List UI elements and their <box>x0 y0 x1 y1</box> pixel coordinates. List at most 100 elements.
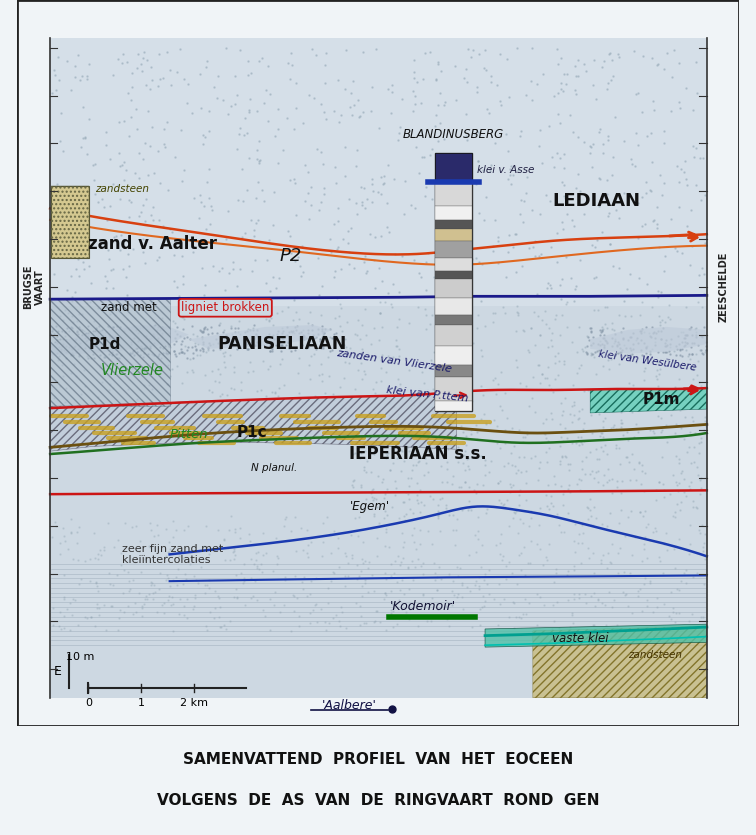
Point <box>564 108 576 121</box>
Point <box>463 459 475 473</box>
Point <box>92 584 104 598</box>
Point <box>397 540 409 554</box>
Point <box>205 199 217 212</box>
Point <box>138 46 150 59</box>
Point <box>556 408 569 422</box>
Point <box>556 77 568 90</box>
Point <box>114 604 126 617</box>
Point <box>373 469 385 483</box>
Point <box>594 323 606 337</box>
Point <box>678 567 690 580</box>
Point <box>251 104 263 117</box>
Point <box>55 622 67 635</box>
Point <box>414 505 426 519</box>
Point <box>506 458 518 472</box>
Point <box>181 572 193 585</box>
Point <box>393 354 405 367</box>
Point <box>429 573 441 586</box>
Point <box>339 355 351 368</box>
Point <box>482 502 494 515</box>
Point <box>215 387 228 401</box>
Point <box>159 340 171 353</box>
Point <box>420 256 432 269</box>
Point <box>579 341 591 354</box>
Point <box>201 394 213 407</box>
Point <box>511 299 523 312</box>
Point <box>96 192 108 205</box>
Point <box>132 61 144 74</box>
Point <box>632 86 644 99</box>
Point <box>543 434 555 448</box>
Point <box>165 599 177 612</box>
Point <box>609 442 621 455</box>
Point <box>679 328 691 342</box>
Point <box>641 339 653 352</box>
Point <box>652 240 665 253</box>
Point <box>601 300 613 313</box>
Point <box>620 342 632 355</box>
Point <box>458 284 470 297</box>
Point <box>675 162 687 175</box>
Point <box>246 590 259 603</box>
Point <box>662 310 674 323</box>
Point <box>403 316 415 330</box>
Point <box>519 592 531 605</box>
Point <box>65 348 77 362</box>
Point <box>575 358 587 372</box>
Point <box>233 314 245 327</box>
Point <box>699 321 711 334</box>
Point <box>310 48 322 62</box>
Point <box>132 586 144 600</box>
Point <box>424 429 436 443</box>
Point <box>531 538 544 551</box>
Point <box>57 144 69 158</box>
Point <box>576 463 588 476</box>
Point <box>349 196 361 210</box>
Point <box>561 68 573 81</box>
Point <box>561 321 573 334</box>
Point <box>107 540 119 554</box>
Point <box>583 333 595 347</box>
Point <box>585 325 597 338</box>
Point <box>636 348 648 362</box>
Point <box>310 597 322 610</box>
Point <box>431 431 443 444</box>
Point <box>249 216 262 230</box>
Point <box>147 593 160 606</box>
Point <box>407 458 419 472</box>
Point <box>130 519 142 533</box>
Point <box>496 403 508 417</box>
Point <box>635 343 647 357</box>
Point <box>268 332 280 346</box>
Point <box>646 215 658 228</box>
Point <box>211 295 223 308</box>
Point <box>127 242 139 256</box>
Point <box>133 544 145 558</box>
Point <box>492 235 504 248</box>
Point <box>696 330 708 343</box>
Point <box>655 450 668 463</box>
Point <box>652 409 664 423</box>
Text: zandsteen: zandsteen <box>628 650 683 660</box>
Point <box>228 525 240 539</box>
Point <box>414 451 426 464</box>
Point <box>140 78 152 92</box>
Point <box>479 567 491 580</box>
Point <box>472 569 485 583</box>
Point <box>330 326 342 339</box>
Point <box>398 495 411 509</box>
Point <box>159 138 171 151</box>
Point <box>169 316 181 330</box>
Point <box>139 136 151 149</box>
Point <box>520 476 532 489</box>
Point <box>534 456 547 469</box>
Point <box>555 479 567 493</box>
Point <box>228 542 240 555</box>
Point <box>141 53 153 67</box>
Point <box>526 203 538 216</box>
Point <box>461 453 473 466</box>
Point <box>550 566 562 579</box>
Point <box>228 361 240 374</box>
Point <box>577 344 589 357</box>
Point <box>184 352 196 365</box>
